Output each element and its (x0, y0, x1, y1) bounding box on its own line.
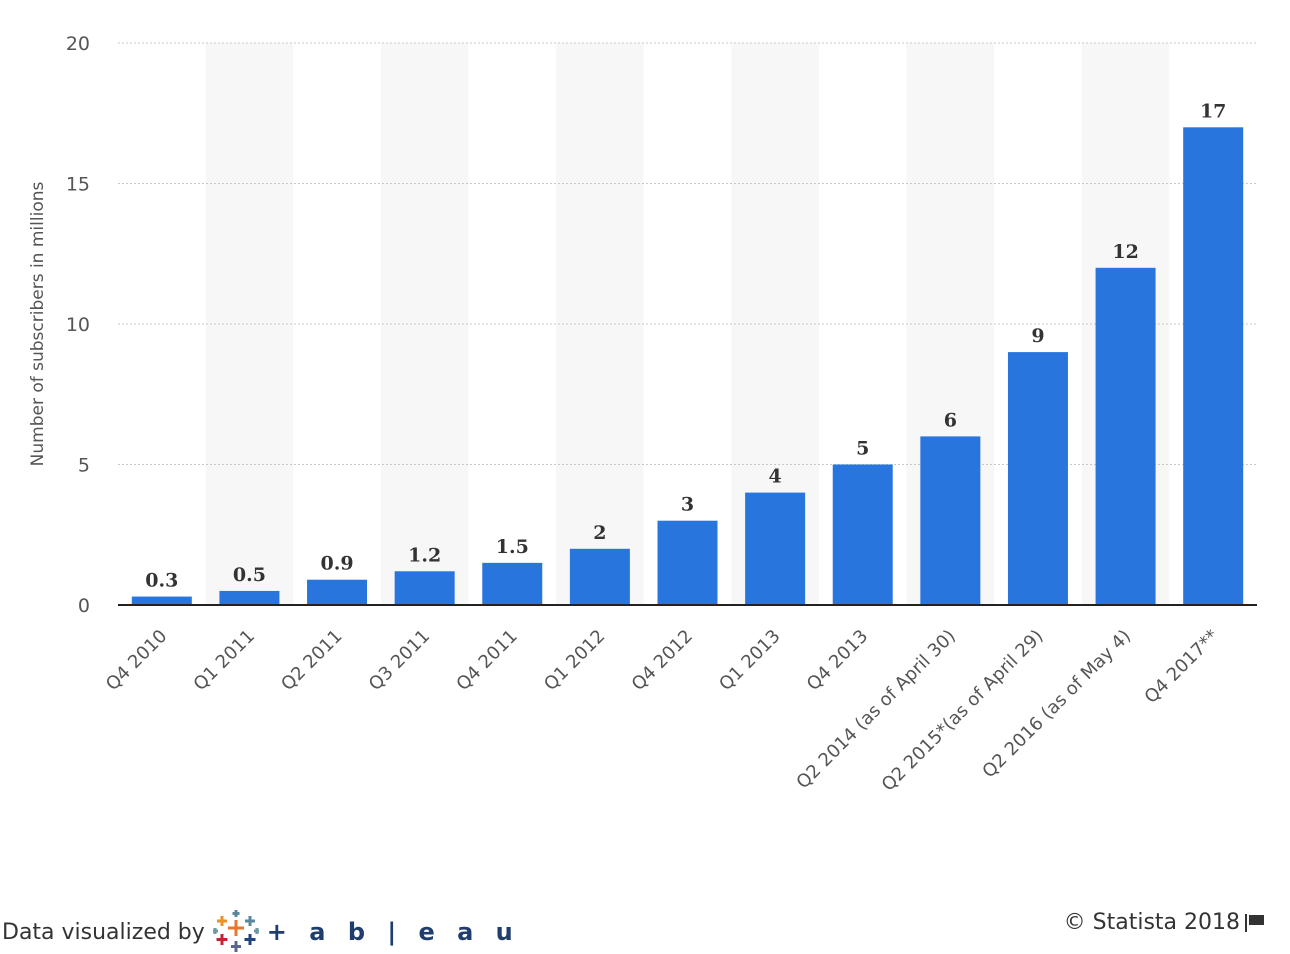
tableau-attribution[interactable]: Data visualized by + a b | e a u (2, 910, 520, 954)
bar (920, 436, 981, 605)
x-tick-label: Q4 2017** (1141, 626, 1223, 708)
bar (307, 579, 368, 605)
tableau-logo-icon (212, 910, 259, 952)
data-label: 6 (944, 409, 957, 431)
bar (219, 590, 280, 605)
data-label: 17 (1200, 100, 1226, 122)
x-tick-label: Q1 2011 (190, 626, 259, 695)
x-tick-label: Q4 2012 (628, 626, 697, 695)
data-label: 0.5 (233, 564, 266, 586)
x-tick-label: Q2 2014 (as of April 30) (792, 626, 960, 794)
bar (1183, 127, 1244, 606)
bar (131, 596, 192, 605)
tableau-logo-text: + a b | e a u (266, 918, 520, 946)
data-label: 9 (1031, 325, 1044, 347)
data-label: 12 (1112, 241, 1138, 263)
statista-credit[interactable]: © Statista 2018 (1064, 910, 1266, 935)
x-tick-label: Q1 2012 (540, 626, 609, 695)
bar (394, 571, 455, 605)
x-tick-label: Q4 2010 (102, 626, 171, 695)
copyright-text: © Statista 2018 (1063, 910, 1240, 935)
visualized-by-text: Data visualized by (2, 919, 205, 945)
y-tick-label: 5 (78, 455, 90, 477)
data-label: 0.9 (321, 553, 354, 575)
bar (569, 548, 630, 605)
x-tick-label: Q4 2013 (803, 626, 872, 695)
data-label: 1.2 (408, 544, 441, 566)
bar (1095, 267, 1156, 605)
data-label: 5 (856, 438, 869, 460)
flag-icon[interactable] (1244, 913, 1266, 933)
bar (745, 492, 806, 605)
y-tick-label: 15 (66, 174, 90, 196)
data-label: 3 (681, 494, 694, 516)
y-tick-label: 20 (66, 33, 90, 55)
x-tick-label: Q4 2011 (452, 626, 521, 695)
x-tick-label: Q1 2013 (715, 626, 784, 695)
data-label: 1.5 (496, 536, 529, 558)
data-label: 2 (593, 522, 606, 544)
y-tick-label: 10 (66, 314, 90, 336)
bar (657, 520, 718, 605)
data-label: 4 (768, 466, 781, 488)
bar (482, 562, 543, 605)
y-axis-label: Number of subscribers in millions (28, 182, 48, 467)
x-tick-label: Q2 2011 (277, 626, 346, 695)
x-tick-label: Q2 2015*(as of April 29) (878, 626, 1048, 796)
bar (832, 464, 893, 605)
x-tick-label: Q3 2011 (365, 626, 434, 695)
x-tick-label: Q2 2016 (as of May 4) (978, 626, 1135, 783)
bar (1007, 352, 1068, 605)
bar-chart: 0 5 10 15 20 Number of subscribers in million… (28, 33, 1257, 796)
data-label: 0.3 (145, 570, 178, 592)
y-tick-label: 0 (78, 595, 90, 617)
